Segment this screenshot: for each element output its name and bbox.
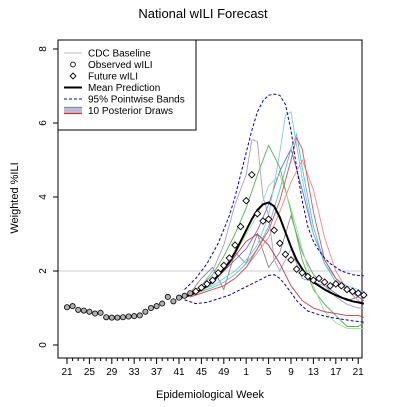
legend-label: Observed wILI	[88, 60, 152, 71]
x-tick-label: 5	[266, 367, 272, 378]
future-point	[343, 285, 351, 294]
future-point	[331, 280, 340, 288]
points-layer	[64, 170, 368, 321]
y-axis: 0 2 4 6 8	[38, 46, 59, 348]
future-point	[259, 217, 267, 225]
observed-point	[103, 314, 110, 321]
future-point	[270, 226, 279, 235]
legend-box	[57, 39, 197, 131]
y-tick-label: 0	[38, 342, 49, 348]
future-point	[298, 269, 307, 277]
future-point	[326, 281, 335, 290]
observed-point	[69, 303, 76, 310]
future-point	[236, 222, 245, 231]
observed-point	[142, 308, 149, 315]
observed-point	[64, 304, 71, 311]
future-point	[247, 170, 256, 179]
observed-point	[108, 314, 115, 321]
posterior-draw-9	[190, 136, 365, 298]
future-point	[242, 196, 251, 205]
x-tick-label: 1	[243, 367, 249, 378]
observed-point	[80, 307, 87, 314]
future-point	[264, 215, 273, 224]
x-tick-label: 37	[151, 367, 163, 378]
legend-label: 10 Posterior Draws	[88, 106, 173, 117]
x-tick-label: 9	[288, 367, 294, 378]
observed-point	[147, 304, 154, 311]
future-point	[219, 261, 228, 270]
future-point	[337, 281, 346, 290]
future-point	[303, 272, 312, 281]
observed-point	[86, 308, 93, 315]
observed-point	[136, 312, 143, 319]
future-point	[292, 265, 301, 273]
future-point	[315, 274, 323, 283]
x-tick-label: 21	[353, 367, 365, 378]
posterior-draw-10	[189, 233, 364, 318]
legend-swatch	[69, 72, 77, 80]
plot-area	[57, 39, 368, 359]
observed-point	[153, 303, 160, 310]
observed-point	[187, 290, 194, 297]
future-point	[197, 283, 206, 292]
future-point	[354, 289, 363, 298]
future-point	[253, 209, 262, 218]
x-tick-label: 41	[173, 367, 185, 378]
future-point	[320, 278, 329, 286]
future-point	[203, 280, 211, 288]
x-tick-label: 25	[84, 367, 96, 378]
x-tick-label: 29	[106, 367, 118, 378]
observed-point	[114, 314, 121, 321]
future-point	[275, 239, 284, 248]
x-tick-label: 17	[330, 367, 342, 378]
observed-point	[175, 294, 182, 301]
y-tick-label: 2	[38, 268, 49, 274]
upper-band-line	[184, 93, 364, 290]
observed-point	[159, 300, 166, 307]
future-point	[281, 250, 290, 259]
observed-point	[120, 314, 127, 321]
pointwise-bands-layer	[184, 93, 364, 323]
x-axis-label: Epidemiological Week	[156, 389, 265, 401]
x-tick-label: 49	[218, 367, 230, 378]
x-tick-label: 13	[308, 367, 320, 378]
legend-label: 95% Pointwise Bands	[88, 95, 185, 106]
future-point	[309, 276, 318, 285]
x-tick-label: 21	[61, 367, 73, 378]
observed-point	[75, 306, 82, 313]
legend-swatch	[70, 61, 76, 68]
posterior-draw-1	[189, 213, 365, 302]
future-point	[359, 291, 368, 299]
legend-label: Mean Prediction	[88, 83, 160, 94]
y-tick-label: 4	[38, 194, 49, 200]
observed-point	[131, 313, 138, 320]
legend-label: Future wILI	[88, 72, 138, 83]
chart-title: National wILI Forecast	[138, 6, 268, 21]
future-point	[231, 241, 239, 249]
legend-label: CDC Baseline	[88, 49, 151, 60]
y-axis-label: Weighted %ILI	[9, 162, 21, 233]
observed-point	[125, 313, 132, 320]
x-tick-label: 45	[196, 367, 208, 378]
lower-band-line	[184, 274, 364, 323]
posterior-draw-6	[189, 144, 365, 327]
y-tick-label: 6	[38, 120, 49, 126]
observed-point	[170, 298, 177, 305]
future-point	[214, 269, 223, 277]
x-axis: 21 25 29 33 37 41 45 49 1 5 9 13 17 21	[61, 357, 365, 378]
future-point	[208, 276, 217, 285]
y-tick-label: 8	[38, 46, 49, 52]
observed-point	[97, 309, 104, 316]
observed-point	[181, 292, 188, 299]
future-point	[191, 287, 200, 296]
future-point	[225, 254, 234, 262]
x-tick-label: 33	[129, 367, 141, 378]
future-point	[287, 256, 295, 264]
observed-point	[92, 310, 99, 317]
observed-point	[164, 293, 171, 300]
future-point	[348, 287, 357, 296]
